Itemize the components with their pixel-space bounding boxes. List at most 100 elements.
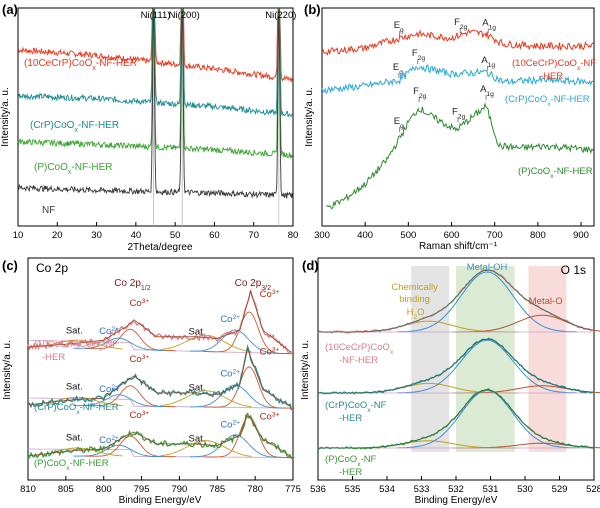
panel-d-tick-label: 530 [517,484,533,495]
panel-c-x-ticks: 810 805 800 795 790 785 780 775 [20,476,301,495]
panel-d-title: O 1s [561,263,586,277]
panel-b-frame [321,7,595,227]
panel-c-tick-label: 780 [247,484,263,495]
panel-d-component [397,389,577,449]
panel-d-tick-label: 532 [448,484,464,495]
panel-d-component [452,314,600,333]
panel-c-fit-line [27,347,292,408]
panel-d-component [397,271,577,333]
panel-d-series [317,269,600,450]
panel-a-peak-label: Ni(111) [141,10,171,21]
panel-a-series [17,8,293,199]
panel-c-label: (c) [2,258,18,273]
panel-c-series-label: (10CeCrP)CoOx-NF [34,339,118,353]
panel-c-region-label: Co 2p1/2 [114,278,151,292]
panel-b-peak-labels: Eg F2g A1g Eg F2g A1g Eg F2g F2g A1g [393,17,496,132]
panel-a-tick-label: 80 [288,230,299,241]
panel-b-series-line [321,28,595,56]
panel-a-series-label: (10CeCrP)CoOx-NF-HER [24,58,137,72]
panel-b: (b) Eg F2g A1g Eg F2g A1g Eg F2g F2g A1g (10CeCrP… [304,2,596,252]
panel-d-series-label-line2: -HER [339,413,362,424]
panel-b-tick-label: 700 [487,230,503,241]
panel-c-sat-label: Sat. [66,382,83,393]
panel-d-ylabel: Intensity/a. u. [300,340,311,399]
panel-c-tick-label: 795 [134,484,150,495]
panel-b-series-label: (CrP)CoOx-NF-HER [505,94,590,108]
panel-c-tick-label: 775 [285,484,301,495]
panel-c-component [203,366,295,409]
panel-d-tick-label: 536 [310,484,326,495]
panel-d-tick-label: 535 [345,484,361,495]
panel-b-tick-label: 500 [400,230,416,241]
panel-c-series-label-line2: -HER [42,352,65,363]
panel-a-tick-label: 10 [13,230,24,241]
panel-c-sat-label: Sat. [66,433,83,444]
panel-d-tick-label: 529 [552,484,568,495]
panel-d-series-label: (CrP)CoOx-NF [325,400,387,414]
panel-a-tick-label: 60 [209,230,220,241]
panel-d-band [528,266,567,452]
panel-d-series-labels: (10CeCrP)CoOx-NF-HER(CrP)CoOx-NF-HER(P)C… [325,342,394,478]
panel-b-peak-label: F2g [452,106,466,120]
panel-a-tick-label: 30 [91,230,102,241]
panel-b-tick-label: 300 [314,230,330,241]
panel-a-xlabel: 2Theta/degree [127,242,192,253]
panel-c-co2-label: Co2+ [220,314,240,326]
panel-b-series-label: (P)CoOx-NF-HER [518,166,593,180]
panel-c-component [160,390,252,408]
panel-c-co3-label: Co3+ [129,353,149,365]
panel-a-tick-label: 20 [52,230,63,241]
panel-b-series-label: (10CeCrP)CoOx-NF [512,58,596,72]
panel-c-co2-label: Co2+ [99,384,119,396]
panel-a-peak-lines [153,8,280,226]
panel-b-series [321,28,595,210]
panel-d-xlabel: Binding Energy/eV [415,495,498,506]
panel-c-region-label: Co 2p3/2 [235,278,272,292]
panel-d-fit-line [318,389,595,449]
panel-b-label: (b) [304,2,321,17]
panel-d-tick-label: 533 [414,484,430,495]
panel-c-co3-label: Co3+ [129,410,149,422]
panel-d-series-label-line2: -NF-HER [339,355,378,366]
panel-b-series-label-line2: -HER [540,71,563,82]
panel-c-component [190,329,281,354]
panel-d-tick-label: 528 [586,484,600,495]
panel-c-tick-label: 810 [20,484,36,495]
panel-d-fit-line [318,338,595,394]
panel-b-peak-label: F2g [413,86,427,100]
panel-b-x-ticks: 300 400 500 600 700 800 900 [314,222,589,241]
panel-c-co2-label: Co2+ [220,368,240,380]
panel-a-series-label: (P)CoOx-NF-HER [34,162,113,176]
panel-a-series-label: NF [42,205,55,216]
panel-c-series-label: (CrP)CoOx-NF-HER [34,402,119,416]
panel-d-label: (d) [302,258,319,273]
panel-a-tick-label: 50 [170,230,181,241]
panel-d-series-label: (P)CoOx-NF [325,454,377,468]
panel-c-co2-label: Co2+ [99,326,119,338]
panel-c-tick-label: 800 [96,484,112,495]
panel-b-peak-label: Eg [394,20,404,34]
panel-b-peak-label: A1g [482,17,496,31]
panel-c-tick-label: 805 [58,484,74,495]
panel-c-co3-label: Co3+ [260,411,280,423]
panel-c-co3-label: Co3+ [260,288,280,300]
panel-a-series-labels: (10CeCrP)CoOx-NF-HER (CrP)CoOx-NF-HER (P)C… [24,58,137,216]
panel-a-series-line [17,8,293,199]
panel-b-tick-label: 600 [444,230,460,241]
panel-c-sat-label: Sat. [189,383,206,394]
panel-b-peak-label: F2g [454,17,468,31]
panel-a: (a) Ni(111)Ni(200) Ni(220) (10CeCrP)CoOx-… [0,2,298,253]
panel-b-series-line [325,102,595,210]
panel-a-frame [17,7,294,227]
panel-c-ylabel: Intensity/a. u. [2,340,13,399]
panel-d-band [411,266,450,452]
panel-c-component [160,334,252,353]
panel-d-tick-label: 531 [483,484,499,495]
panel-c-series [27,289,295,460]
panel-c-fit-line [27,412,292,457]
panel-b-ylabel: Intensity/a. u. [304,87,315,146]
panel-d-series-label-line2: -HER [339,467,362,478]
panel-d-fit-line [318,269,595,333]
